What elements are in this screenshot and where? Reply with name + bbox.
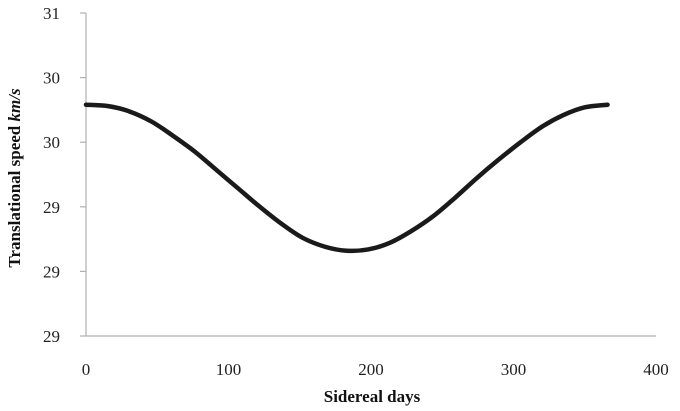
y-tick-label: 29 (43, 198, 60, 217)
x-tick-label: 200 (358, 360, 384, 379)
y-tick-label: 30 (43, 133, 60, 152)
y-axis-title-text: Translational speed (5, 121, 24, 267)
x-tick-label: 100 (216, 360, 242, 379)
x-axis-title: Sidereal days (324, 387, 421, 406)
y-axis-title: Translational speed km/s (5, 88, 24, 268)
x-axis: 0 100 200 300 400 (82, 335, 669, 379)
y-axis: 29 29 29 30 30 31 (43, 4, 87, 346)
y-tick-label: 29 (43, 327, 60, 346)
x-tick-label: 300 (501, 360, 527, 379)
y-tick-label: 30 (43, 69, 60, 88)
series-layer (83, 102, 610, 254)
y-axis-title-unit: km/s (5, 88, 24, 121)
x-tick-label: 400 (643, 360, 669, 379)
series-line (83, 102, 610, 254)
y-tick-label: 31 (43, 4, 60, 23)
y-tick-label: 29 (43, 262, 60, 281)
x-tick-label: 0 (82, 360, 91, 379)
